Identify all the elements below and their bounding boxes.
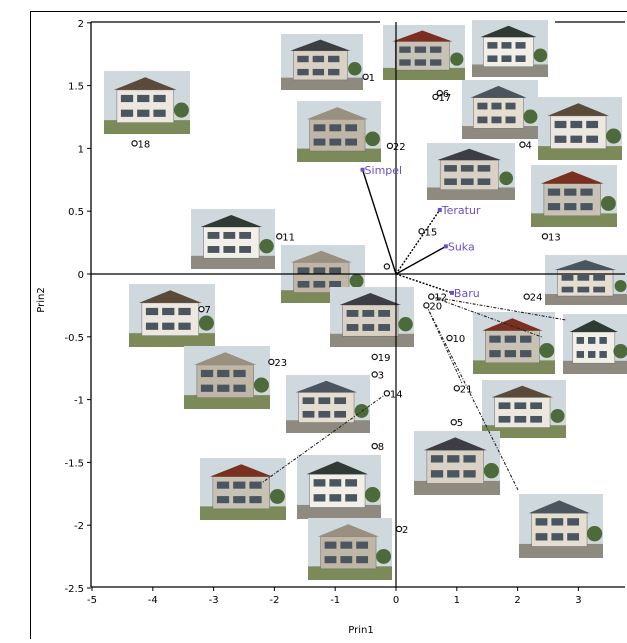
house-photo [538, 97, 622, 160]
house-photo [297, 101, 381, 162]
observation-label: 11 [282, 232, 295, 243]
house-photo [427, 143, 515, 200]
attribute-label: Suka [448, 240, 475, 253]
house-photo [308, 518, 392, 580]
y-tick-label: -1 [74, 396, 84, 407]
observation-point [372, 372, 377, 377]
attribute-vector [396, 210, 440, 274]
observation-label: 7 [204, 305, 210, 316]
x-tick-label: -1 [330, 595, 340, 606]
y-tick-label: 1.5 [68, 82, 84, 93]
house-photo [184, 346, 270, 409]
observation-point [520, 142, 525, 147]
x-tick-label: 3 [575, 595, 581, 606]
observation-point [433, 94, 438, 99]
house-photo [330, 287, 414, 347]
observation-point [363, 74, 368, 79]
observation-point [542, 234, 547, 239]
y-axis-ticks: -2.5 -2 -1.5 -1 -0.5 0 0.5 1 1.5 2 [64, 19, 91, 595]
house-photos [104, 20, 627, 580]
observation-point [384, 264, 389, 269]
house-photo [297, 455, 381, 519]
x-tick-label: 1 [454, 595, 460, 606]
observation-label: 10 [453, 334, 466, 345]
x-tick-label: 2 [514, 595, 520, 606]
attribute-label: Baru [454, 287, 480, 300]
observation-label: 17 [439, 93, 452, 104]
observation-point [372, 354, 377, 359]
observation-label: 2 [402, 525, 408, 536]
attribute-vector [396, 246, 446, 274]
observation-label: 5 [457, 418, 463, 429]
x-tick-label: -2 [269, 595, 279, 606]
house-photo [531, 165, 617, 227]
house-photo [473, 312, 555, 374]
house-photo [281, 34, 363, 90]
observation-point [384, 391, 389, 396]
observation-label: 13 [548, 232, 561, 243]
x-axis-ticks: -5 -4 -3 -2 -1 0 1 2 3 [87, 587, 582, 606]
observation-label: 20 [429, 301, 442, 312]
observation-point [451, 420, 456, 425]
house-photo [129, 284, 215, 347]
observation-point [387, 143, 392, 148]
y-tick-label: 1 [78, 144, 84, 155]
house-photo [545, 255, 627, 305]
house-photo [462, 80, 538, 139]
x-tick-label: 0 [393, 595, 399, 606]
observation-label: 15 [425, 227, 438, 238]
house-photo [104, 71, 190, 134]
observation-point [396, 526, 401, 531]
observation-label: 19 [378, 353, 391, 364]
observation-point [429, 294, 434, 299]
x-tick-label: -5 [87, 595, 97, 606]
observation-point [132, 141, 137, 146]
observation-label: 1 [369, 73, 375, 84]
house-photo [563, 314, 627, 374]
house-photo [482, 380, 566, 438]
attribute-label: Teratur [441, 204, 481, 217]
y-tick-label: -1.5 [64, 458, 84, 469]
observation-label: 3 [378, 370, 384, 381]
x-tick-label: -4 [148, 595, 158, 606]
y-tick-label: 0 [78, 270, 84, 281]
observation-label: 23 [274, 358, 287, 369]
observation-point [447, 335, 452, 340]
y-axis-label: Prin2 [36, 287, 47, 312]
house-photo [191, 209, 275, 269]
y-tick-label: 0.5 [68, 207, 84, 218]
observation-label: 14 [390, 389, 403, 400]
observation-point [419, 229, 424, 234]
observation-point [277, 234, 282, 239]
observation-point [199, 307, 204, 312]
house-photo [519, 494, 603, 558]
observation-label: 8 [378, 442, 384, 453]
attribute-label: Simpel [365, 164, 403, 177]
observation-label: 4 [525, 141, 531, 152]
y-tick-label: -2.5 [64, 584, 84, 595]
observation-point [269, 359, 274, 364]
x-axis-label: Prin1 [348, 625, 373, 636]
observation-point [524, 294, 529, 299]
house-photo [383, 25, 465, 80]
y-tick-label: 2 [78, 19, 84, 30]
y-tick-label: -2 [74, 521, 84, 532]
attribute-vector [363, 170, 396, 274]
house-photo [286, 375, 370, 433]
house-photo [472, 20, 548, 77]
house-photo [414, 431, 500, 495]
observation-point [424, 303, 429, 308]
house-photo [200, 458, 286, 520]
observation-label: 21 [460, 384, 473, 395]
observation-point [454, 386, 459, 391]
x-tick-label: -3 [209, 595, 219, 606]
y-tick-label: -0.5 [64, 333, 84, 344]
observation-point [372, 443, 377, 448]
observation-label: 18 [138, 139, 151, 150]
observation-label: 24 [530, 293, 543, 304]
observation-label: 22 [393, 142, 406, 153]
